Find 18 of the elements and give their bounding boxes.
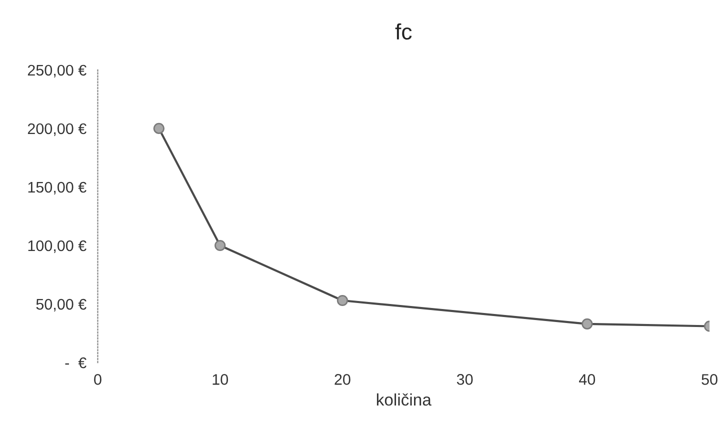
- y-tick-label: 50,00 €: [36, 298, 86, 312]
- point: [153, 122, 164, 134]
- point: [336, 294, 348, 306]
- chart-title: fc: [395, 23, 412, 40]
- x-tick-label: 10: [212, 374, 228, 385]
- y-tick-label: 250,00 €: [28, 64, 86, 78]
- x-axis-title: količina: [376, 393, 432, 406]
- x-tick-label: 20: [334, 374, 350, 385]
- x-tick-label: 40: [579, 374, 596, 385]
- y-tick-label: 200,00 €: [28, 123, 86, 136]
- y-tick-label: 150,00 €: [28, 182, 86, 194]
- point: [214, 240, 226, 252]
- point: [582, 318, 593, 330]
- x-tick-label: 0: [94, 374, 102, 385]
- x-tick-label: 30: [456, 374, 473, 385]
- y-tick-label: 100,00 €: [28, 240, 86, 253]
- x-tick-label: 50: [702, 374, 718, 385]
- y-tick-label: - €: [65, 357, 86, 368]
